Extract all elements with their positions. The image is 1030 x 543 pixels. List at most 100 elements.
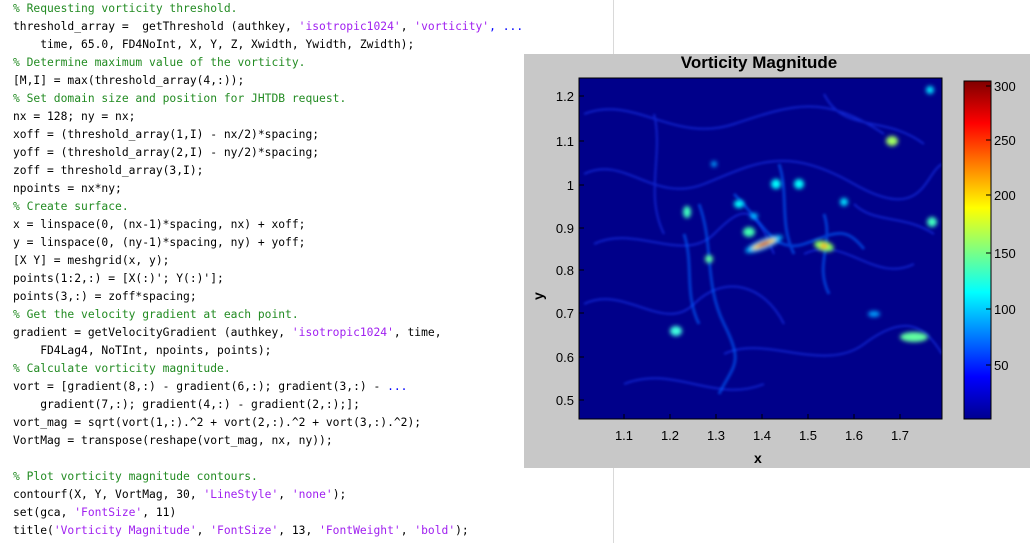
code-line[interactable]: gradient = getVelocityGradient (authkey,… bbox=[13, 324, 523, 342]
y-axis-ticks: 1.2 1.1 1 0.9 0.8 0.7 0.6 0.5 bbox=[556, 89, 584, 408]
code-line[interactable]: x = linspace(0, (nx-1)*spacing, nx) + xo… bbox=[13, 216, 523, 234]
colorbar-ticks: 300 250 200 150 100 50 bbox=[986, 79, 1016, 373]
code-line[interactable]: y = linspace(0, (ny-1)*spacing, ny) + yo… bbox=[13, 234, 523, 252]
code-token: 'FontWeight' bbox=[319, 524, 401, 537]
code-token: 'FontSize' bbox=[210, 524, 279, 537]
code-token: [M,I] = max(threshold_array(4,:)); bbox=[13, 74, 245, 87]
colorbar-tick-label: 200 bbox=[994, 188, 1016, 203]
code-line[interactable]: xoff = (threshold_array(1,I) - nx/2)*spa… bbox=[13, 126, 523, 144]
code-token: yoff = (threshold_array(2,I) - ny/2)*spa… bbox=[13, 146, 320, 159]
colorbar-tick-label: 250 bbox=[994, 133, 1016, 148]
y-tick-label: 0.8 bbox=[556, 263, 574, 278]
code-line[interactable]: gradient(7,:); gradient(4,:) - gradient(… bbox=[13, 396, 523, 414]
code-line[interactable]: % Set domain size and position for JHTDB… bbox=[13, 90, 523, 108]
code-token: npoints = nx*ny; bbox=[13, 182, 122, 195]
code-token: vort_mag = sqrt(vort(1,:).^2 + vort(2,:)… bbox=[13, 416, 422, 429]
code-line[interactable]: time, 65.0, FD4NoInt, X, Y, Z, Xwidth, Y… bbox=[13, 36, 523, 54]
code-token: % Plot vorticity magnitude contours. bbox=[13, 470, 258, 483]
code-line[interactable]: title('Vorticity Magnitude', 'FontSize',… bbox=[13, 522, 523, 540]
colorbar bbox=[963, 80, 992, 420]
code-token: 'bold' bbox=[414, 524, 456, 537]
x-tick-label: 1.5 bbox=[799, 428, 817, 443]
x-tick-label: 1.4 bbox=[753, 428, 771, 443]
code-line[interactable]: % Plot vorticity magnitude contours. bbox=[13, 468, 523, 486]
x-axis-ticks: 1.1 1.2 1.3 1.4 1.5 1.6 1.7 bbox=[615, 414, 909, 443]
y-tick-label: 1.2 bbox=[556, 89, 574, 104]
x-tick-label: 1.1 bbox=[615, 428, 633, 443]
code-token: , bbox=[400, 524, 415, 537]
code-line[interactable]: yoff = (threshold_array(2,I) - ny/2)*spa… bbox=[13, 144, 523, 162]
code-token: % Get the velocity gradient at each poin… bbox=[13, 308, 299, 321]
vorticity-plot: 1.1 1.2 1.3 1.4 1.5 1.6 1.7 1.2 1.1 1 0.9 0.8 0.7 0.… bbox=[556, 77, 1016, 443]
code-token: 'Vorticity Magnitude' bbox=[53, 524, 197, 537]
code-line[interactable]: VortMag = transpose(reshape(vort_mag, nx… bbox=[13, 432, 523, 450]
code-token: VortMag = transpose(reshape(vort_mag, nx… bbox=[13, 434, 333, 447]
code-token: gradient(7,:); gradient(4,:) - gradient(… bbox=[13, 398, 360, 411]
code-token: 'none' bbox=[291, 488, 333, 501]
code-token: points(3,:) = zoff*spacing; bbox=[13, 290, 197, 303]
plot-frame bbox=[578, 77, 943, 420]
code-token: 'isotropic1024' bbox=[291, 326, 394, 339]
code-token: 'isotropic1024' bbox=[298, 20, 401, 33]
figure-window: Vorticity Magnitude y x bbox=[524, 54, 1030, 468]
code-token: points(1:2,:) = [X(:)'; Y(:)']; bbox=[13, 272, 224, 285]
code-token: ); bbox=[455, 524, 469, 537]
code-line[interactable]: % Get the velocity gradient at each poin… bbox=[13, 306, 523, 324]
code-line[interactable]: threshold_array = getThreshold (authkey,… bbox=[13, 18, 523, 36]
code-token: threshold_array = getThreshold (authkey, bbox=[13, 20, 299, 33]
code-line[interactable]: points(1:2,:) = [X(:)'; Y(:)']; bbox=[13, 270, 523, 288]
code-line[interactable]: set(gca, 'FontSize', 11) bbox=[13, 504, 523, 522]
code-token: zoff = threshold_array(3,I); bbox=[13, 164, 204, 177]
code-line[interactable]: % Determine maximum value of the vortici… bbox=[13, 54, 523, 72]
code-line[interactable] bbox=[13, 450, 523, 468]
colorbar-tick-label: 50 bbox=[994, 358, 1008, 373]
colorbar-tick-label: 100 bbox=[994, 302, 1016, 317]
x-tick-label: 1.3 bbox=[707, 428, 725, 443]
code-token: time, 65.0, FD4NoInt, X, Y, Z, Xwidth, Y… bbox=[13, 38, 415, 51]
code-token: 'FontSize' bbox=[74, 506, 143, 519]
code-line[interactable]: % Requesting vorticity threshold. bbox=[13, 0, 523, 18]
code-token: , ... bbox=[489, 20, 524, 33]
code-token: , bbox=[278, 488, 292, 501]
code-token: x = linspace(0, (nx-1)*spacing, nx) + xo… bbox=[13, 218, 306, 231]
code-token: ); bbox=[332, 488, 347, 501]
code-text[interactable]: % Requesting vorticity threshold. thresho… bbox=[13, 0, 523, 540]
code-token: FD4Lag4, NoTInt, npoints, points); bbox=[13, 344, 272, 357]
y-tick-label: 0.9 bbox=[556, 221, 574, 236]
y-tick-label: 1 bbox=[567, 178, 574, 193]
filaments bbox=[583, 93, 942, 391]
code-token: 'LineStyle' bbox=[203, 488, 279, 501]
colorbar-tick-label: 300 bbox=[994, 79, 1016, 94]
code-token: % Calculate vorticity magnitude. bbox=[13, 362, 231, 375]
code-token: set(gca, bbox=[13, 506, 75, 519]
code-line[interactable]: [X Y] = meshgrid(x, y); bbox=[13, 252, 523, 270]
x-tick-label: 1.2 bbox=[661, 428, 679, 443]
code-line[interactable]: vort = [gradient(8,:) - gradient(6,:); g… bbox=[13, 378, 523, 396]
code-token: % Requesting vorticity threshold. bbox=[13, 2, 238, 15]
code-token: , bbox=[400, 20, 415, 33]
code-token: 'vorticity' bbox=[414, 20, 490, 33]
code-token: % Create surface. bbox=[13, 200, 129, 213]
code-token: % Set domain size and position for JHTDB… bbox=[13, 92, 347, 105]
y-tick-label: 0.7 bbox=[556, 306, 574, 321]
code-line[interactable]: npoints = nx*ny; bbox=[13, 180, 523, 198]
code-token: nx = 128; ny = nx; bbox=[13, 110, 136, 123]
code-token: , 11) bbox=[142, 506, 177, 519]
code-line[interactable]: % Calculate vorticity magnitude. bbox=[13, 360, 523, 378]
code-line[interactable]: [M,I] = max(threshold_array(4,:)); bbox=[13, 72, 523, 90]
code-token: xoff = (threshold_array(1,I) - nx/2)*spa… bbox=[13, 128, 320, 141]
code-line[interactable]: % Create surface. bbox=[13, 198, 523, 216]
x-axis-label: x bbox=[754, 450, 762, 466]
code-line[interactable]: FD4Lag4, NoTInt, npoints, points); bbox=[13, 342, 523, 360]
code-token: % Determine maximum value of the vortici… bbox=[13, 56, 306, 69]
vorticity-field bbox=[583, 86, 942, 395]
code-line[interactable]: vort_mag = sqrt(vort(1,:).^2 + vort(2,:)… bbox=[13, 414, 523, 432]
code-line[interactable]: zoff = threshold_array(3,I); bbox=[13, 162, 523, 180]
code-line[interactable]: contourf(X, Y, VortMag, 30, 'LineStyle',… bbox=[13, 486, 523, 504]
code-token: , bbox=[196, 524, 211, 537]
code-line[interactable]: points(3,:) = zoff*spacing; bbox=[13, 288, 523, 306]
y-tick-label: 1.1 bbox=[556, 134, 574, 149]
code-line[interactable]: nx = 128; ny = nx; bbox=[13, 108, 523, 126]
y-tick-label: 0.5 bbox=[556, 393, 574, 408]
code-token: , 13, bbox=[278, 524, 320, 537]
